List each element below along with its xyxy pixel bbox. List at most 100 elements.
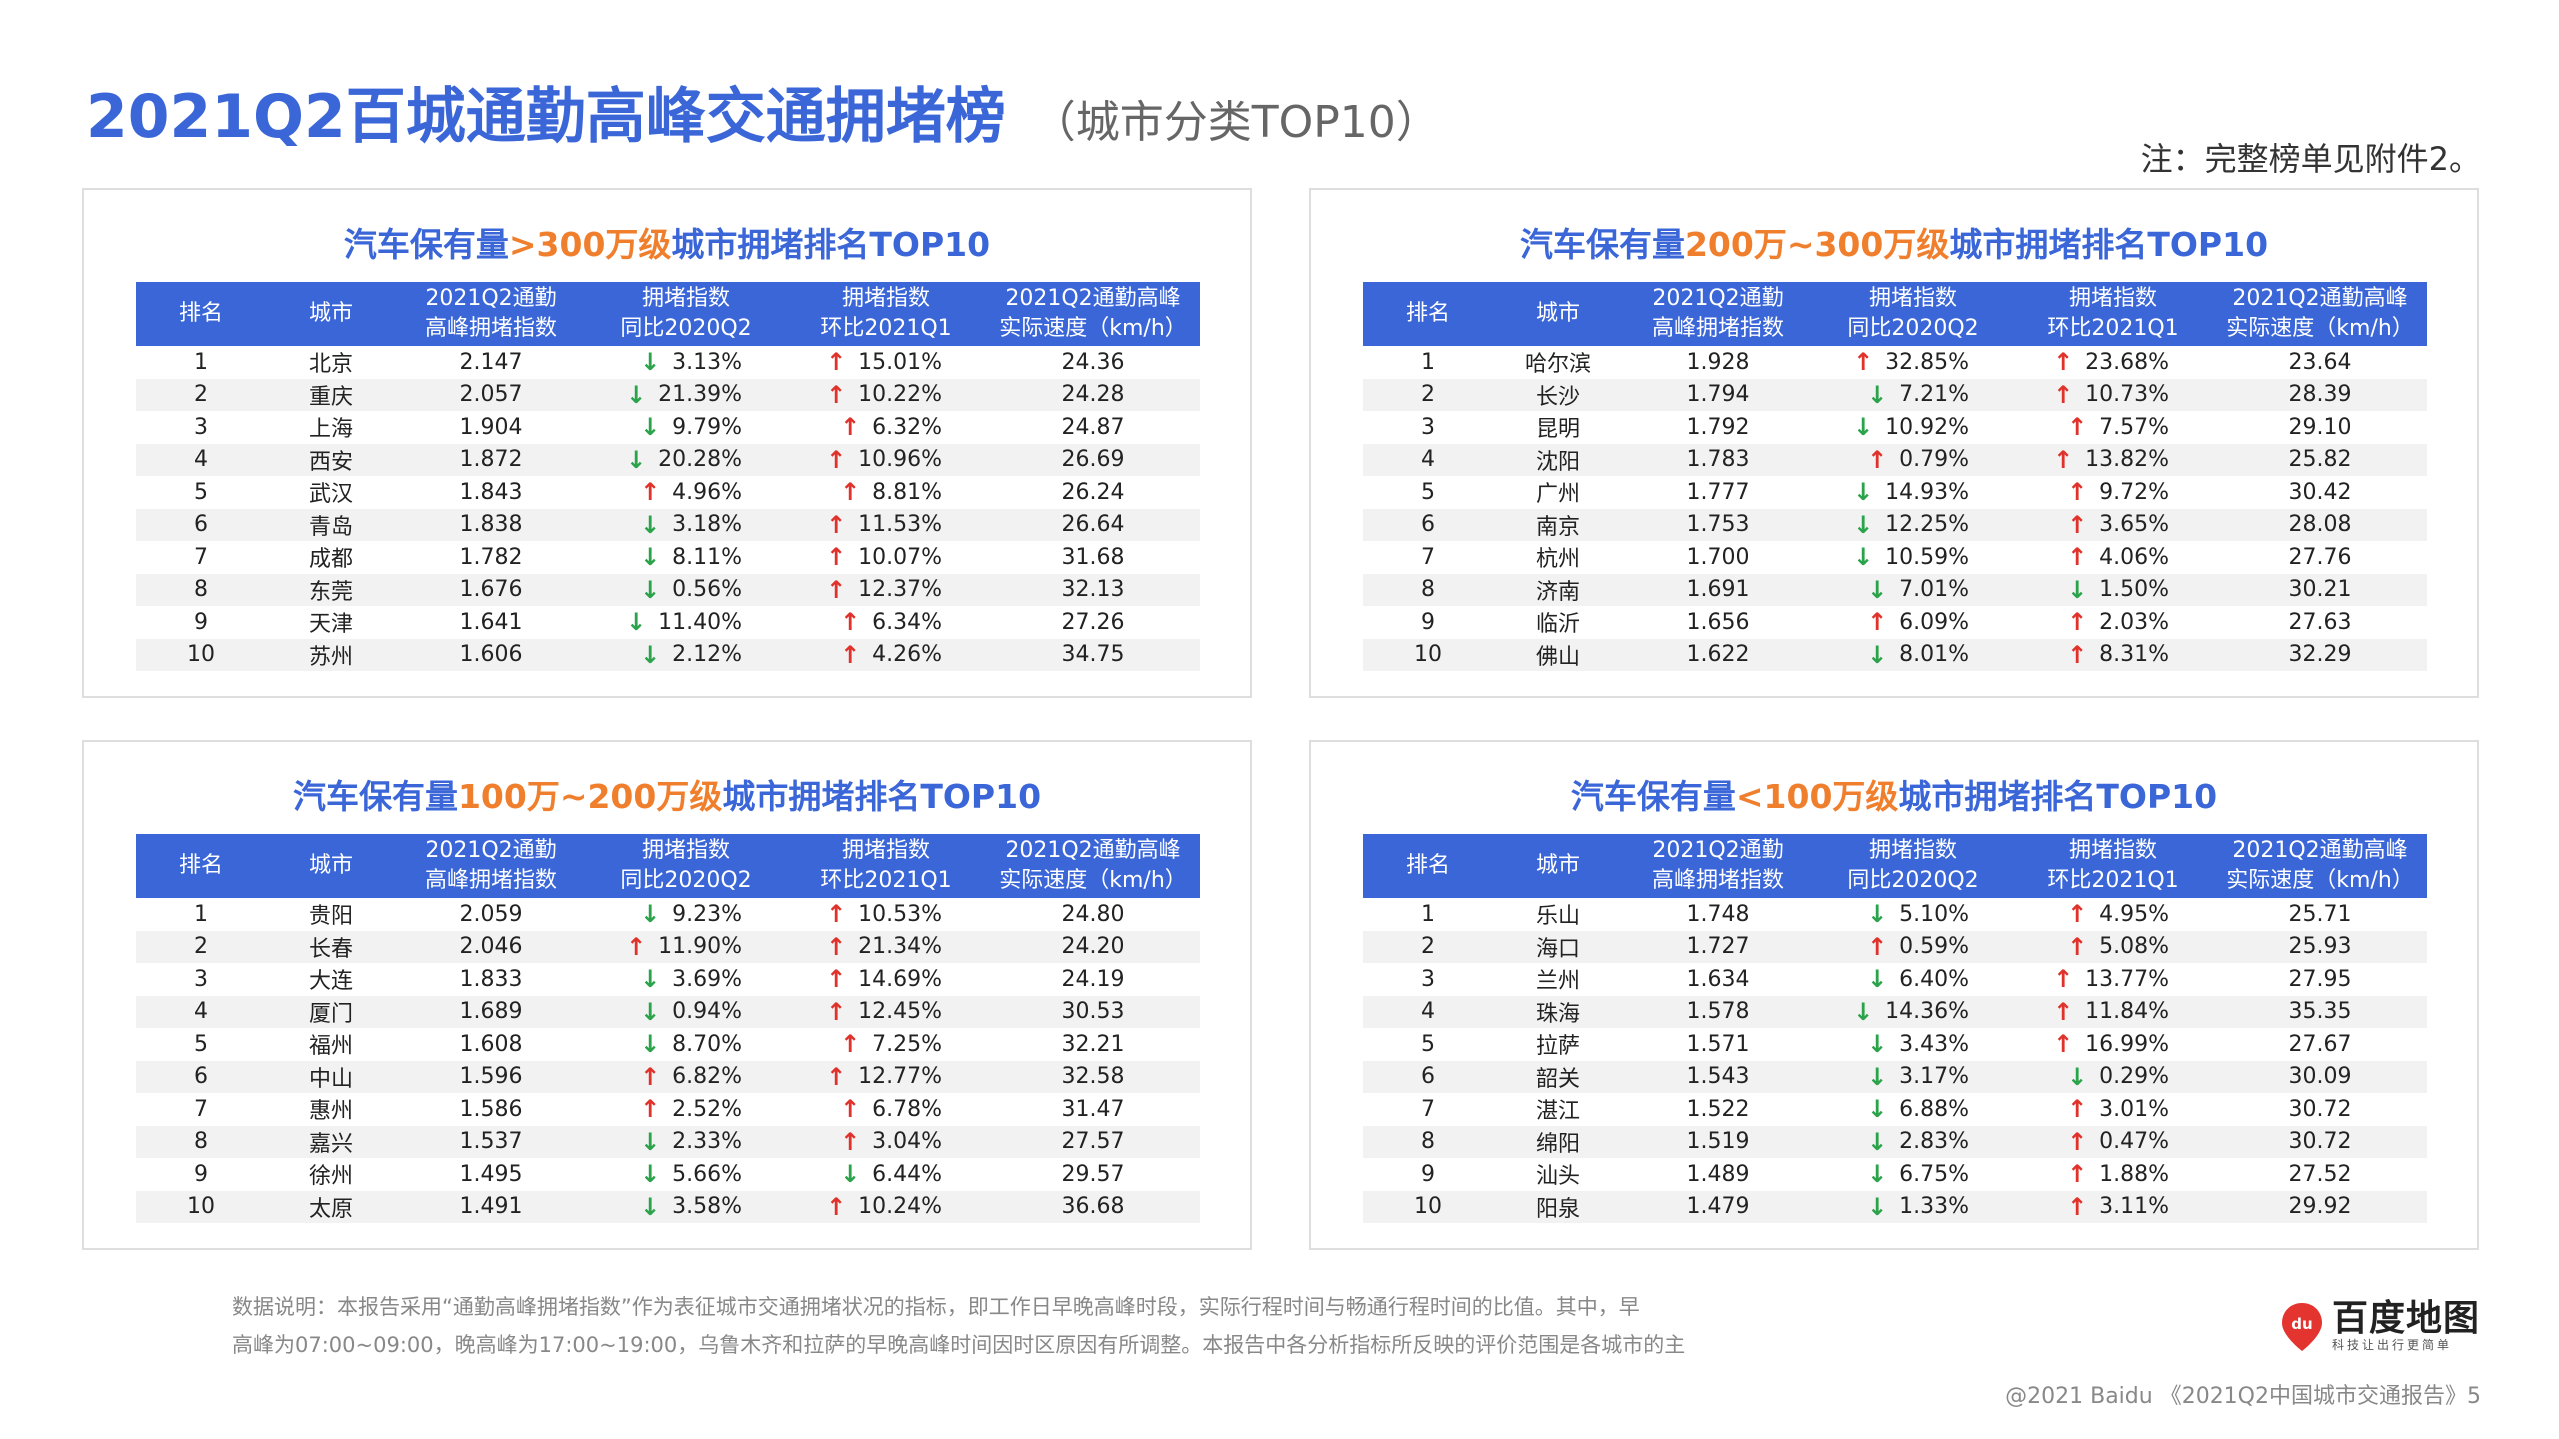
arrow-down-icon: ↓ — [1853, 997, 1874, 1026]
congestion-index-cell: 1.833 — [459, 966, 523, 992]
rank-cell: 2 — [1363, 378, 1493, 411]
qoq-change-cell: ↓ 6.44% — [786, 1158, 986, 1191]
qoq-change-cell: ↑ 10.24% — [786, 1190, 986, 1223]
yoy-change-cell-value: 3.58% — [672, 1194, 742, 1220]
arrow-up-icon: ↑ — [826, 380, 847, 409]
arrow-up-icon: ↑ — [2053, 997, 2074, 1026]
city-cell: 大连 — [308, 969, 353, 995]
column-header: 2021Q2通勤 高峰拥堵指数 — [1623, 834, 1813, 898]
speed-cell: 25.93 — [2213, 930, 2427, 963]
column-header: 拥堵指数 环比2021Q1 — [2013, 834, 2213, 898]
column-header-line: 城市 — [1535, 853, 1580, 878]
table-row: 2 长沙 1.794 ↓ 7.21% ↑ 10.73% 28.39 — [1363, 378, 2427, 411]
ranking-table: 排名 城市 2021Q2通勤 高峰拥堵指数 拥堵指数 同比2020Q2 拥堵指数 环比2021… — [136, 282, 1200, 671]
yoy-change-cell-value: 8.01% — [1899, 642, 1969, 668]
qoq-change-cell-value: 7.25% — [872, 1031, 942, 1057]
table-row: 4 珠海 1.578 ↓ 14.36% ↑ 11.84% 35.35 — [1363, 995, 2427, 1028]
qoq-change-cell-wrap: ↑ 6.34% — [830, 608, 942, 636]
rank-cell: 9 — [194, 1161, 208, 1187]
arrow-down-icon: ↓ — [1867, 1127, 1888, 1156]
speed-cell: 27.52 — [2288, 1161, 2352, 1187]
arrow-down-icon: ↓ — [640, 640, 661, 669]
qoq-change-cell-value: 3.01% — [2099, 1096, 2169, 1122]
yoy-change-cell: ↓ 14.36% — [1813, 995, 2013, 1028]
arrow-up-icon: ↑ — [826, 997, 847, 1026]
arrow-down-icon: ↓ — [640, 348, 661, 377]
rank-cell: 10 — [1363, 638, 1493, 671]
column-header: 拥堵指数 同比2020Q2 — [586, 282, 786, 346]
qoq-change-cell-wrap: ↑ 12.45% — [826, 998, 942, 1026]
yoy-change-cell-wrap: ↓ 3.18% — [630, 511, 742, 539]
yoy-change-cell-value: 8.11% — [672, 544, 742, 570]
city-cell: 海口 — [1493, 930, 1623, 963]
yoy-change-cell-wrap: ↓ 7.21% — [1857, 381, 1969, 409]
panel-title-highlight: 100万~200万级 — [457, 777, 723, 816]
yoy-change-cell-value: 0.79% — [1899, 447, 1969, 473]
congestion-index-cell: 1.753 — [1623, 508, 1813, 541]
arrow-up-icon: ↑ — [640, 1095, 661, 1124]
speed-cell: 30.72 — [2213, 1125, 2427, 1158]
rank-cell: 9 — [1421, 1161, 1435, 1187]
yoy-change-cell-value: 8.70% — [672, 1031, 742, 1057]
speed-cell: 30.53 — [986, 995, 1200, 1028]
yoy-change-cell-wrap: ↓ 3.43% — [1857, 1030, 1969, 1058]
congestion-index-cell: 1.783 — [1623, 443, 1813, 476]
arrow-up-icon: ↑ — [626, 932, 647, 961]
congestion-index-cell: 1.491 — [396, 1190, 586, 1223]
speed-cell: 28.39 — [2213, 378, 2427, 411]
yoy-change-cell-wrap: ↓ 0.56% — [630, 576, 742, 604]
qoq-change-cell-wrap: ↑ 1.88% — [2057, 1160, 2169, 1188]
column-header-line: 同比2020Q2 — [620, 868, 752, 893]
table-row: 1 乐山 1.748 ↓ 5.10% ↑ 4.95% 25.71 — [1363, 898, 2427, 931]
qoq-change-cell: ↑ 21.34% — [786, 930, 986, 963]
city-cell: 阳泉 — [1493, 1190, 1623, 1223]
congestion-index-cell: 2.057 — [396, 378, 586, 411]
arrow-down-icon: ↓ — [640, 510, 661, 539]
column-header: 2021Q2通勤 高峰拥堵指数 — [1623, 282, 1813, 346]
yoy-change-cell-value: 9.79% — [672, 414, 742, 440]
table-row: 10 苏州 1.606 ↓ 2.12% ↑ 4.26% 34.75 — [136, 638, 1200, 671]
table-row: 2 重庆 2.057 ↓ 21.39% ↑ 10.22% 24.28 — [136, 378, 1200, 411]
qoq-change-cell-wrap: ↑ 5.08% — [2057, 933, 2169, 961]
congestion-index-cell: 1.622 — [1623, 638, 1813, 671]
ranking-table: 排名 城市 2021Q2通勤 高峰拥堵指数 拥堵指数 同比2020Q2 拥堵指数 环比2021… — [1363, 282, 2427, 671]
yoy-change-cell-value: 9.23% — [672, 901, 742, 927]
rank-cell: 2 — [1363, 930, 1493, 963]
city-cell: 广州 — [1535, 482, 1580, 508]
qoq-change-cell-value: 0.47% — [2099, 1129, 2169, 1155]
yoy-change-cell: ↓ 12.25% — [1813, 508, 2013, 541]
yoy-change-cell-wrap: ↓ 3.13% — [630, 348, 742, 376]
arrow-up-icon: ↑ — [826, 510, 847, 539]
table-row: 3 昆明 1.792 ↓ 10.92% ↑ 7.57% 29.10 — [1363, 411, 2427, 444]
table-row: 7 湛江 1.522 ↓ 6.88% ↑ 3.01% 30.72 — [1363, 1093, 2427, 1126]
column-header-line: 环比2021Q1 — [820, 868, 952, 893]
yoy-change-cell-wrap: ↓ 8.70% — [630, 1030, 742, 1058]
arrow-up-icon: ↑ — [1867, 445, 1888, 474]
table-row: 6 韶关 1.543 ↓ 3.17% ↓ 0.29% 30.09 — [1363, 1060, 2427, 1093]
congestion-index-cell: 1.608 — [459, 1031, 523, 1057]
qoq-change-cell-wrap: ↑ 11.84% — [2053, 998, 2169, 1026]
city-cell: 上海 — [308, 417, 353, 443]
qoq-change-cell-wrap: ↑ 7.25% — [830, 1030, 942, 1058]
qoq-change-cell-value: 12.37% — [858, 577, 942, 603]
qoq-change-cell-value: 23.68% — [2085, 349, 2169, 375]
qoq-change-cell: ↓ 0.29% — [2013, 1060, 2213, 1093]
panel-over-3m: 汽车保有量>300万级城市拥堵排名TOP10 排名 城市 2021Q2通勤 高峰拥堵指数… — [82, 188, 1252, 698]
yoy-change-cell: ↓ 2.12% — [586, 638, 786, 671]
arrow-up-icon: ↑ — [826, 543, 847, 572]
table-row: 6 中山 1.596 ↑ 6.82% ↑ 12.77% 32.58 — [136, 1060, 1200, 1093]
yoy-change-cell: ↓ 2.83% — [1813, 1125, 2013, 1158]
congestion-index-cell: 1.489 — [1686, 1161, 1750, 1187]
column-header-line: 拥堵指数 — [1868, 838, 1957, 863]
yoy-change-cell: ↓ 8.01% — [1813, 638, 2013, 671]
rank-cell: 8 — [1363, 573, 1493, 606]
arrow-up-icon: ↑ — [2067, 640, 2088, 669]
panel-title-highlight: 200万~300万级 — [1684, 225, 1950, 264]
speed-cell: 23.64 — [2288, 349, 2352, 375]
qoq-change-cell-wrap: ↑ 8.81% — [830, 478, 942, 506]
qoq-change-cell-wrap: ↑ 10.73% — [2053, 381, 2169, 409]
qoq-change-cell-value: 11.53% — [858, 512, 942, 538]
rank-cell: 6 — [136, 508, 266, 541]
table-row: 10 佛山 1.622 ↓ 8.01% ↑ 8.31% 32.29 — [1363, 638, 2427, 671]
column-header-line: 环比2021Q1 — [2047, 868, 2179, 893]
